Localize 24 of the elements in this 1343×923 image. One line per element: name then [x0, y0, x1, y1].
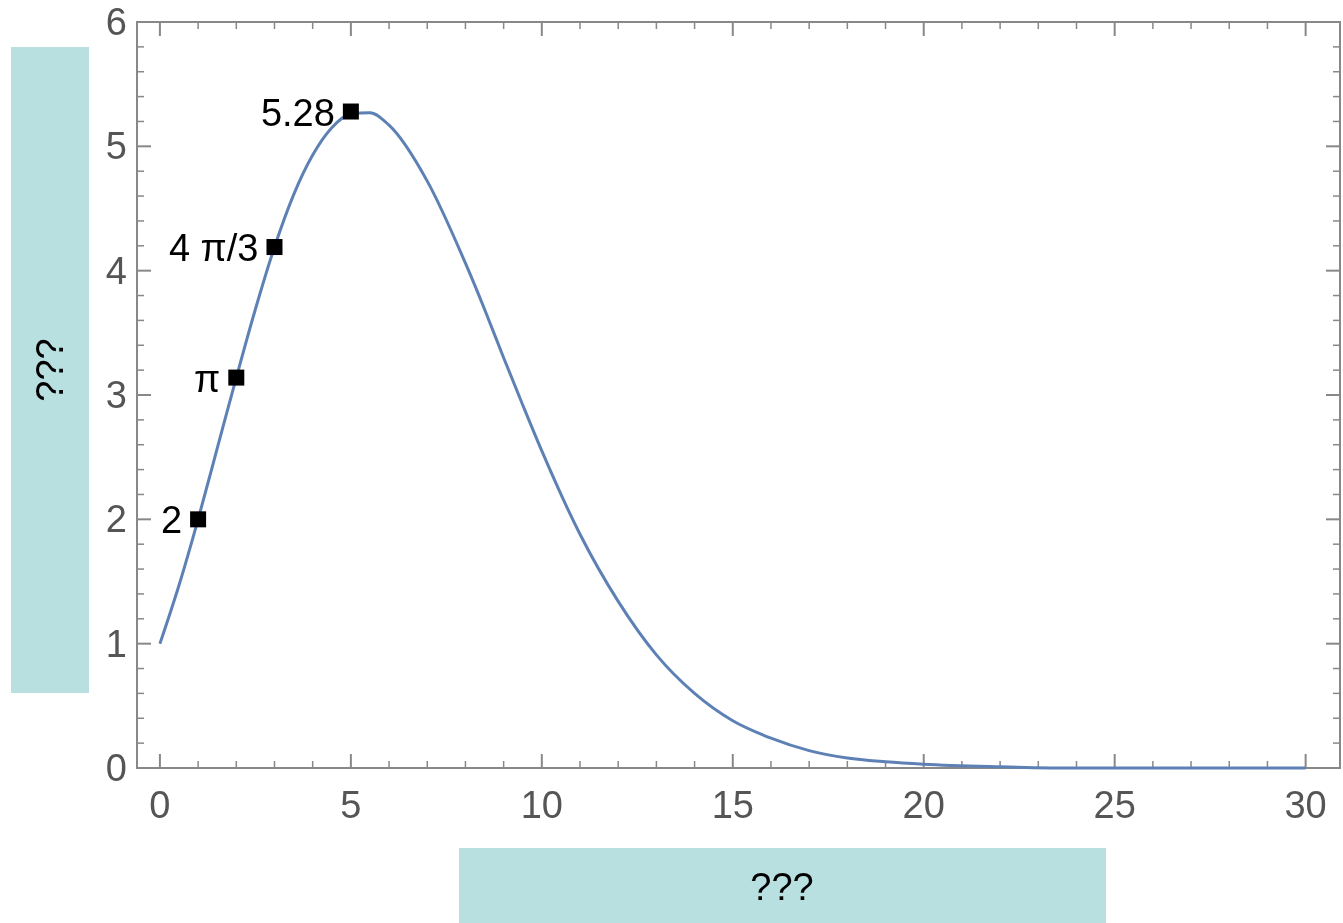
data-label: 2 — [160, 499, 183, 542]
point — [266, 239, 283, 256]
y-tick-label: 3 — [105, 374, 127, 416]
x-tick-label: 15 — [711, 784, 754, 826]
x-tick-label: 5 — [340, 784, 362, 826]
x-tick-label: 25 — [1093, 784, 1136, 826]
y-tick-label: 0 — [105, 747, 127, 789]
data-label: π — [194, 357, 221, 400]
y-tick-label: 6 — [105, 1, 127, 43]
y-tick-label: 2 — [105, 498, 127, 541]
point — [228, 369, 245, 386]
y-tick-label: 5 — [105, 125, 127, 168]
data-label: 4 π/3 — [168, 227, 259, 270]
x-tick-label: 10 — [520, 784, 563, 826]
data-label: 5.28 — [260, 91, 335, 134]
x-axis-title: ??? — [750, 866, 814, 908]
y-tick-label: 1 — [105, 622, 127, 665]
y-axis-title: ??? — [29, 338, 71, 402]
x-tick-label: 30 — [1284, 784, 1327, 826]
point — [190, 511, 207, 528]
y-tick-label: 4 — [105, 249, 127, 292]
x-tick-label: 0 — [149, 784, 171, 826]
x-tick-label: 20 — [902, 784, 945, 826]
point — [342, 103, 359, 120]
